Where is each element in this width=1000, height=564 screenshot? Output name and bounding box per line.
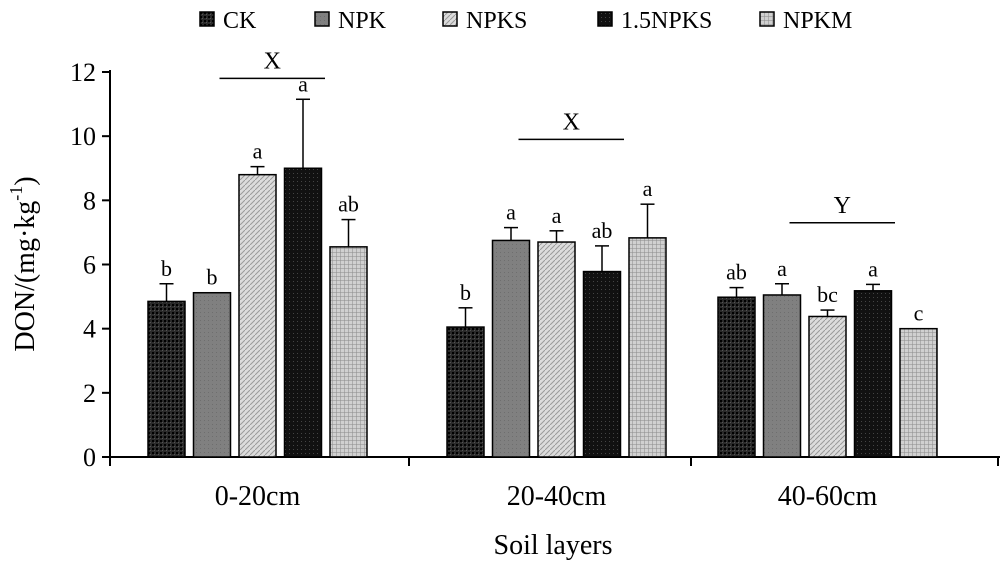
x-tick-label: 20-40cm [507, 481, 607, 512]
legend-swatch [314, 11, 330, 27]
bar [446, 326, 485, 458]
legend-label: 1.5NPKS [621, 8, 712, 34]
x-tick-label: 0-20cm [215, 481, 301, 512]
y-tick-label: 6 [83, 251, 96, 280]
y-axis: 0 2 4 6 8 10 12 [70, 58, 111, 472]
group-markers: X X Y [219, 48, 895, 224]
bar [329, 246, 368, 458]
legend: CK NPK NPKS 1.5NPKS NPKM [199, 8, 852, 34]
significance-label: a [506, 200, 516, 225]
bar [899, 327, 938, 458]
y-tick-label: 10 [70, 122, 96, 151]
bar [853, 290, 893, 458]
legend-item: NPK [314, 8, 387, 34]
bar [762, 294, 802, 458]
legend-swatch [199, 11, 215, 27]
y-tick-label: 4 [83, 315, 96, 344]
bar [537, 241, 576, 458]
bar [283, 167, 323, 458]
legend-label: NPK [338, 8, 387, 34]
significance-label: c [914, 301, 924, 326]
legend-swatch [442, 11, 458, 27]
y-tick-label: 8 [83, 186, 96, 215]
legend-swatch [597, 11, 613, 27]
significance-label: b [161, 256, 172, 281]
legend-item: CK [199, 8, 257, 34]
y-tick-label: 2 [83, 379, 96, 408]
bar [192, 291, 232, 458]
bars: b b ab b a a a a bc a ab a ab a c [147, 71, 938, 458]
significance-label: b [460, 280, 471, 305]
group-letter: X [563, 109, 580, 135]
significance-label: ab [592, 218, 613, 243]
significance-label: ab [338, 192, 359, 217]
bar [238, 173, 277, 458]
significance-label: a [777, 256, 787, 281]
legend-item: NPKS [442, 8, 527, 34]
legend-swatch [759, 11, 775, 27]
group-letter: Y [834, 193, 851, 219]
bar [147, 300, 186, 458]
y-tick-label: 0 [83, 443, 96, 472]
x-axis: 0-20cm 20-40cm 40-60cm [109, 456, 1000, 512]
significance-label: b [207, 265, 218, 290]
y-axis-title-superscript: -1 [6, 186, 26, 201]
significance-label: bc [817, 282, 838, 307]
legend-label: CK [223, 8, 257, 34]
bar [628, 237, 667, 458]
significance-label: a [298, 71, 308, 96]
significance-label: a [643, 176, 653, 201]
significance-label: a [552, 203, 562, 228]
group-letter: X [264, 48, 281, 74]
bar [808, 315, 847, 458]
x-axis-title: Soil layers [494, 530, 613, 561]
bar [582, 270, 622, 458]
legend-item: NPKM [759, 8, 852, 34]
y-axis-title: DON/(mg·kg-1) [6, 176, 41, 351]
significance-label: a [253, 139, 263, 164]
legend-label: NPKS [466, 8, 527, 34]
significance-label: ab [726, 260, 747, 285]
y-tick-label: 12 [70, 58, 96, 87]
bar [491, 239, 531, 458]
significance-label: a [868, 256, 878, 281]
bar [717, 296, 756, 458]
x-tick-label: 40-60cm [778, 481, 878, 512]
legend-item: 1.5NPKS [597, 8, 712, 34]
legend-label: NPKM [783, 8, 852, 34]
